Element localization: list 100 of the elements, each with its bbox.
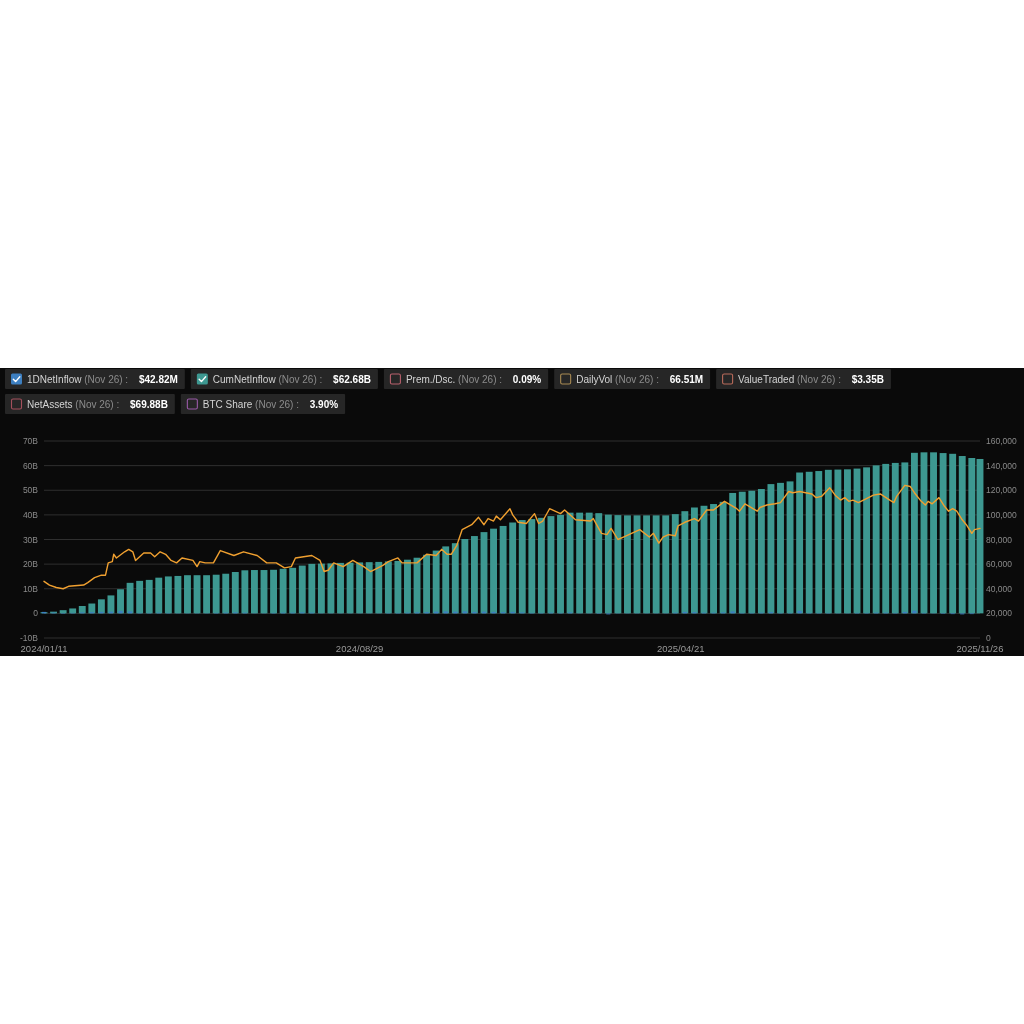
bar [499, 525, 507, 614]
bar [250, 570, 258, 614]
y2-tick-label: 140,000 [986, 460, 1017, 471]
bar [604, 514, 612, 614]
bar [681, 511, 689, 614]
bar [480, 532, 488, 614]
text: BTC Share (Nov 26) : 3.90% [202, 399, 339, 410]
x-tick-label: 2024/08/29 [335, 643, 384, 654]
bar [126, 582, 134, 614]
bar [260, 570, 268, 614]
bar [824, 469, 832, 614]
bar [968, 457, 976, 614]
bar [461, 539, 469, 614]
bar [786, 481, 794, 614]
bar [451, 543, 459, 614]
bar [671, 514, 679, 614]
bar [853, 468, 861, 614]
bar [442, 546, 450, 614]
bar [633, 515, 641, 614]
bar [155, 577, 163, 614]
bar [174, 575, 182, 614]
bar [652, 515, 660, 614]
bar [930, 452, 937, 614]
bar [212, 574, 220, 614]
bar [939, 453, 947, 614]
bar [394, 560, 402, 614]
y-tick-label: 40B [22, 509, 39, 520]
x-tick-label: 2025/11/26 [956, 643, 1004, 654]
bar [901, 462, 909, 614]
bar [882, 463, 890, 614]
y2-tick-label: 120,000 [986, 485, 1017, 496]
bar [863, 467, 871, 614]
bar [767, 484, 775, 614]
y2-tick-label: 0 [986, 633, 991, 643]
bar [117, 589, 124, 614]
bar [432, 550, 440, 614]
bar [404, 559, 411, 614]
bar [537, 517, 545, 614]
bar [949, 453, 957, 614]
bar [317, 563, 325, 614]
line-series [43, 484, 981, 590]
bar [729, 492, 737, 614]
bar [365, 562, 373, 614]
bar [796, 472, 804, 614]
bar [757, 489, 765, 614]
bar [920, 452, 928, 614]
bar [118, 610, 123, 614]
y-tick-label: 0 [33, 608, 39, 619]
bar [470, 536, 478, 614]
bar [566, 512, 574, 614]
bar [270, 569, 277, 614]
bar [289, 567, 297, 614]
legend-label: CumNetInflow (Nov 26) : $62.68B [212, 374, 371, 385]
x-tick-label: 2025/04/21 [656, 643, 705, 654]
bar [423, 554, 431, 614]
bar [164, 576, 172, 614]
bar [375, 561, 383, 614]
text: Prem./Dsc. (Nov 26) : 0.09% [405, 374, 542, 385]
bar [872, 465, 880, 614]
bar [298, 565, 306, 614]
bar [643, 515, 651, 614]
y2-tick-label: 60,000 [986, 559, 1013, 570]
text: DailyVol (Nov 26) : 66.51M [576, 374, 704, 385]
bar [805, 471, 813, 614]
y-tick-label: 70B [22, 436, 39, 446]
bar [78, 605, 86, 614]
bar [614, 515, 622, 614]
bar [557, 514, 564, 614]
bar [748, 490, 756, 614]
bar [384, 561, 392, 614]
bar [844, 469, 851, 614]
bar [241, 570, 249, 614]
y-tick-label: 20B [22, 559, 39, 570]
bar [815, 471, 823, 614]
y-tick-label: 50B [22, 485, 39, 496]
bar [136, 580, 144, 614]
bar [624, 515, 631, 614]
y-tick-label: -10B [20, 633, 39, 643]
bar [231, 572, 239, 614]
bar [69, 608, 77, 614]
text: NetAssets (Nov 26) : $69.88B [27, 399, 168, 410]
legend-label: 1DNetInflow (Nov 26) : $42.82M [27, 374, 178, 385]
x-tick-label: 2024/01/11 [20, 643, 68, 654]
bar [710, 504, 717, 614]
bar [777, 482, 784, 614]
bar [308, 563, 316, 614]
bar [509, 522, 517, 614]
bar [595, 513, 603, 614]
bar [184, 575, 191, 614]
bar [910, 452, 918, 614]
bar [193, 575, 201, 614]
bar [222, 573, 230, 614]
bar [346, 562, 354, 614]
text: ValueTraded (Nov 26) : $3.35B [738, 374, 884, 385]
bar [576, 512, 584, 614]
bar [547, 516, 555, 614]
bar [356, 562, 364, 614]
y2-tick-label: 20,000 [986, 608, 1013, 619]
bar [528, 519, 536, 614]
bar [518, 520, 526, 614]
